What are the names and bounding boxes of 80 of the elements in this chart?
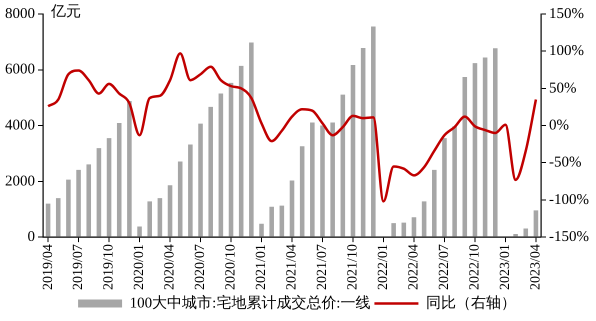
x-tick-label: 2021/01	[254, 244, 270, 290]
bar	[56, 198, 61, 237]
y-axis-title: 亿元	[50, 4, 81, 20]
bar	[472, 63, 478, 237]
y2-tick-label: 50%	[549, 80, 577, 96]
bar	[188, 144, 193, 237]
x-tick-label: 2020/01	[132, 244, 148, 290]
bar	[391, 223, 396, 237]
bar	[280, 206, 284, 237]
y-tick-label: 8000	[5, 6, 35, 22]
line-series	[46, 52, 538, 203]
y-tick-label: 4000	[5, 117, 35, 134]
y2-tick-label: 100%	[549, 43, 584, 60]
x-tick-label: 2020/10	[224, 244, 239, 290]
y-tick-label: 6000	[5, 62, 35, 78]
y2-tick-label: -100%	[549, 192, 590, 208]
bar	[249, 42, 254, 237]
x-tick-label: 2023/01	[498, 244, 514, 290]
x-tick-label: 2021/10	[346, 244, 361, 290]
x-tick-label: 2023/04	[528, 244, 544, 290]
bar	[269, 206, 274, 237]
bar	[360, 48, 366, 237]
y2-tick-label: -150%	[549, 229, 590, 246]
bar	[76, 170, 81, 237]
bar	[513, 234, 518, 237]
x-tick-label: 2022/04	[406, 244, 422, 290]
bar	[290, 180, 294, 237]
bar	[96, 148, 102, 237]
bar	[238, 66, 244, 237]
bar	[198, 124, 203, 237]
bar	[482, 58, 488, 237]
bar	[340, 94, 346, 237]
bar	[452, 126, 457, 237]
x-tick-label: 2020/07	[193, 244, 208, 290]
bar	[371, 26, 376, 237]
bar	[208, 106, 213, 237]
bar	[106, 138, 112, 237]
legend-label: 同比（右轴）	[426, 294, 516, 312]
bar	[310, 122, 315, 237]
x-tick-label: 2022/01	[376, 244, 392, 290]
bar	[320, 126, 325, 237]
bar	[300, 146, 304, 237]
bar	[492, 48, 498, 237]
bar	[147, 201, 152, 237]
y2-tick-label: 150%	[549, 6, 584, 22]
bar	[127, 101, 132, 237]
bar	[178, 162, 182, 237]
x-tick-label: 2019/04	[40, 244, 56, 290]
y-tick-label: 2000	[5, 173, 35, 190]
bar	[168, 185, 172, 237]
bar	[462, 77, 468, 237]
bar	[412, 217, 416, 237]
legend-label: 100大中城市:宅地累计成交总价:一线	[130, 294, 370, 312]
bar	[432, 170, 437, 237]
bar	[523, 228, 528, 237]
x-tick-label: 2019/10	[102, 244, 117, 290]
bar	[228, 82, 234, 237]
x-tick-label: 2020/04	[162, 244, 178, 290]
bar	[46, 204, 50, 237]
y2-tick-label: -50%	[549, 154, 582, 171]
bar	[330, 122, 335, 237]
bar	[422, 201, 426, 237]
x-tick-label: 2021/07	[315, 244, 330, 290]
x-tick-label: 2019/07	[71, 244, 86, 290]
bar	[259, 224, 264, 237]
bar	[137, 226, 142, 237]
bar	[534, 210, 538, 237]
x-tick-label: 2022/07	[437, 244, 452, 290]
bar	[442, 138, 447, 237]
y-tick-label: 0	[28, 229, 35, 246]
bar	[86, 164, 92, 237]
y2-tick-label: 0%	[549, 117, 570, 134]
x-tick-label: 2022/10	[468, 244, 483, 290]
bar	[402, 222, 406, 237]
bar	[158, 198, 162, 237]
bar	[350, 65, 356, 237]
bar	[218, 93, 224, 237]
x-tick-label: 2021/04	[284, 244, 300, 290]
bar	[66, 180, 71, 237]
bar	[116, 123, 122, 237]
